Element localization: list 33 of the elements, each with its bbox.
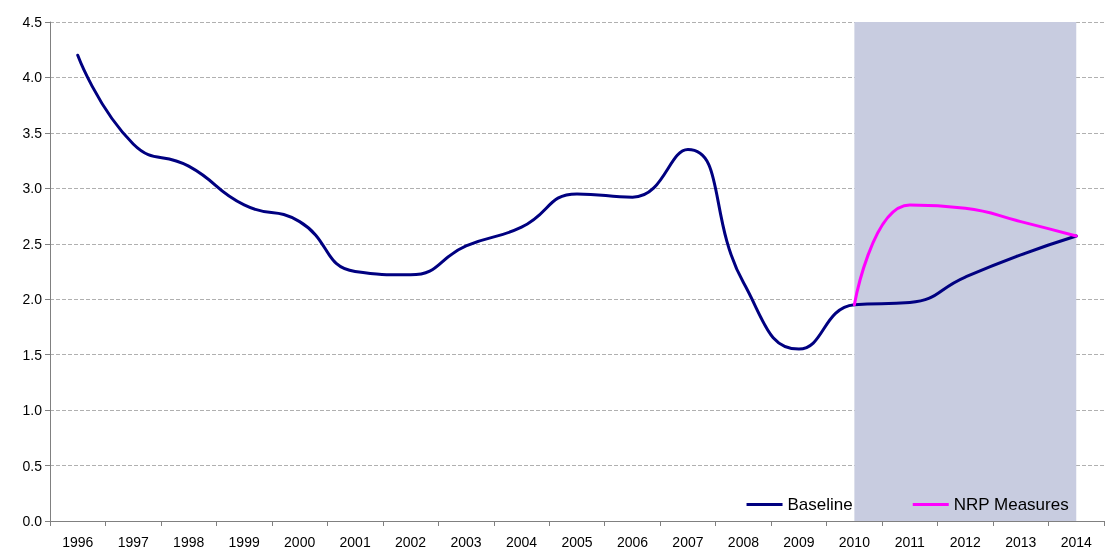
line-series xyxy=(852,203,1078,307)
x-tick-label: 2010 xyxy=(838,534,871,550)
y-tick-label: 0.5 xyxy=(22,457,43,474)
x-tick-label: 1999 xyxy=(228,534,260,550)
y-tick-label: 3.0 xyxy=(22,180,43,197)
y-tick-label: 1.5 xyxy=(22,346,43,363)
y-tick-label: 4.5 xyxy=(22,14,43,30)
x-tick-label: 1997 xyxy=(117,534,149,550)
legend-label: Baseline xyxy=(787,495,853,514)
y-tick-label: 2.5 xyxy=(22,235,43,252)
x-tick-label: 2009 xyxy=(783,534,815,550)
x-tick-label: 2001 xyxy=(339,534,371,550)
y-tick-label: 1.0 xyxy=(22,402,43,419)
y-tick-label: 4.0 xyxy=(22,69,43,86)
x-tick-label: 2007 xyxy=(672,534,704,550)
x-tick-label: 1996 xyxy=(62,534,94,550)
x-tick-label: 1998 xyxy=(173,534,205,550)
x-tick-label: 2014 xyxy=(1060,534,1093,550)
x-tick-label: 2005 xyxy=(561,534,593,550)
x-tick-label: 2013 xyxy=(1005,534,1037,550)
y-tick-label: 3.5 xyxy=(22,124,43,141)
x-tick-label: 2003 xyxy=(450,534,482,550)
x-tick-label: 2008 xyxy=(727,534,760,550)
y-tick-label: 2.0 xyxy=(22,291,43,308)
legend-label: NRP Measures xyxy=(953,495,1069,514)
y-tick-label: 0.0 xyxy=(22,513,43,529)
line-series xyxy=(76,53,1078,351)
x-tick-label: 2004 xyxy=(505,534,538,550)
x-tick-label: 2002 xyxy=(395,534,427,550)
x-tick-label: 2012 xyxy=(949,534,982,550)
x-tick-label: 2011 xyxy=(894,534,926,550)
x-tick-label: 2000 xyxy=(284,534,316,550)
x-tick-label: 2006 xyxy=(616,534,649,550)
